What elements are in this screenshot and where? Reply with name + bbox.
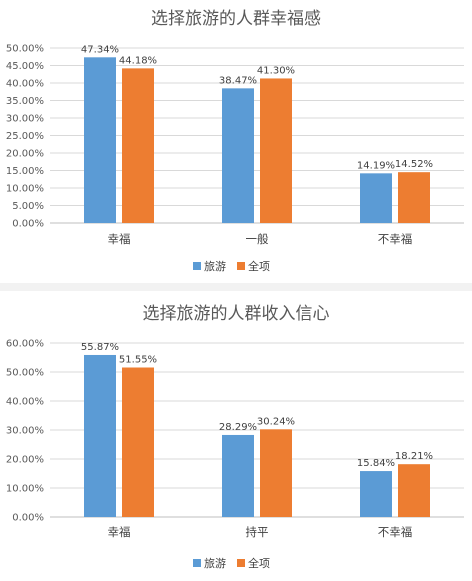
data-label: 30.24% — [257, 416, 295, 427]
x-category-label: 不幸福 — [378, 525, 413, 539]
legend-swatch — [237, 262, 245, 270]
data-label: 14.52% — [395, 159, 433, 170]
chart-title: 选择旅游的人群幸福感 — [151, 9, 321, 29]
legend-label: 全项 — [248, 556, 270, 570]
bar-旅游 — [222, 434, 254, 517]
y-tick-label: 5.00% — [12, 201, 44, 212]
bar-全项 — [398, 172, 430, 223]
bar-全项 — [122, 367, 154, 517]
chart-panel-happiness: 选择旅游的人群幸福感 0.00% 5.00% 10.00% 15.00% 20.00% 2… — [0, 0, 472, 283]
bar-旅游 — [360, 471, 392, 517]
y-tick-label: 30.00% — [6, 114, 44, 125]
y-tick-label: 45.00% — [6, 61, 44, 72]
y-tick-label: 0.00% — [12, 513, 44, 524]
legend-label: 旅游 — [204, 556, 226, 570]
data-label: 38.47% — [219, 75, 257, 86]
x-category-label: 不幸福 — [378, 232, 413, 246]
legend-label: 旅游 — [204, 259, 226, 273]
bar-旅游 — [222, 88, 254, 223]
y-tick-label: 10.00% — [6, 484, 44, 495]
x-category-label: 幸福 — [108, 525, 131, 539]
y-tick-label: 15.00% — [6, 166, 44, 177]
data-label: 55.87% — [81, 342, 119, 353]
data-label: 41.30% — [257, 65, 295, 76]
legend-swatch — [193, 262, 201, 270]
chart-panel-income-confidence: 选择旅游的人群收入信心 0.00% 10.00% 20.00% 30.00% 40.00… — [0, 291, 472, 581]
y-tick-label: 0.00% — [12, 219, 44, 230]
bar-旅游 — [360, 173, 392, 223]
y-tick-label: 25.00% — [6, 131, 44, 142]
y-tick-label: 40.00% — [6, 397, 44, 408]
data-label: 51.55% — [119, 355, 157, 366]
y-tick-label: 50.00% — [6, 44, 44, 55]
y-tick-label: 10.00% — [6, 184, 44, 195]
bar-全项 — [260, 429, 292, 517]
y-tick-label: 20.00% — [6, 149, 44, 160]
x-category-label: 幸福 — [108, 232, 131, 246]
happiness-chart: 选择旅游的人群幸福感 0.00% 5.00% 10.00% 15.00% 20.00% 2… — [6, 9, 464, 273]
bar-全项 — [398, 464, 430, 517]
legend-swatch — [237, 559, 245, 567]
data-label: 18.21% — [395, 451, 433, 462]
data-label: 28.29% — [219, 422, 257, 433]
legend-swatch — [193, 559, 201, 567]
y-tick-label: 40.00% — [6, 79, 44, 90]
y-tick-label: 30.00% — [6, 426, 44, 437]
x-category-label: 持平 — [246, 525, 269, 539]
bar-全项 — [122, 68, 154, 224]
bar-全项 — [260, 78, 292, 223]
legend-label: 全项 — [248, 259, 270, 273]
x-category-label: 一般 — [246, 232, 269, 246]
income-confidence-chart: 选择旅游的人群收入信心 0.00% 10.00% 20.00% 30.00% 40.00… — [6, 304, 464, 570]
y-tick-label: 60.00% — [6, 339, 44, 350]
y-tick-label: 20.00% — [6, 455, 44, 466]
bar-旅游 — [84, 354, 116, 517]
data-label: 47.34% — [81, 44, 119, 55]
bar-旅游 — [84, 57, 116, 224]
data-label: 15.84% — [357, 458, 395, 469]
data-label: 14.19% — [357, 160, 395, 171]
data-label: 44.18% — [119, 55, 157, 66]
y-tick-label: 50.00% — [6, 368, 44, 379]
chart-title: 选择旅游的人群收入信心 — [143, 304, 330, 324]
y-tick-label: 35.00% — [6, 96, 44, 107]
